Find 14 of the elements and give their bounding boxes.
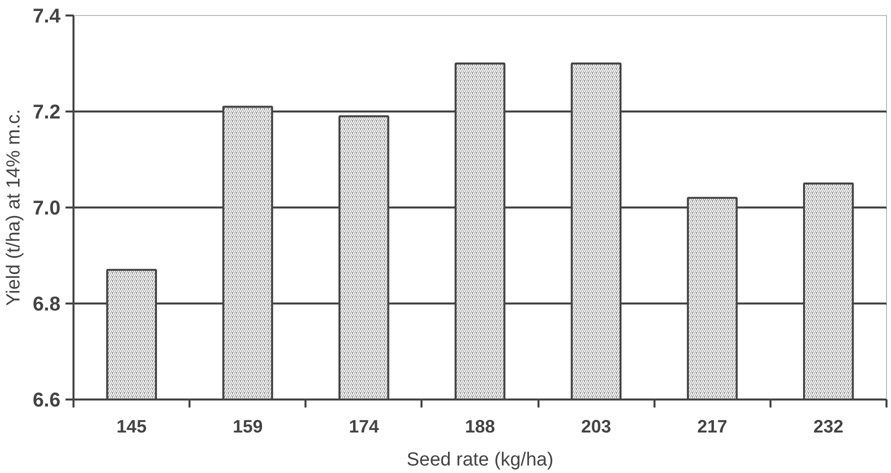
y-axis-title: Yield (t/ha) at 14% m.c.: [4, 109, 25, 306]
y-tick-label: 6.6: [32, 390, 61, 412]
x-tick-label: 159: [232, 416, 263, 436]
x-tick-label: 232: [813, 416, 844, 436]
y-tick-label: 6.8: [32, 294, 61, 316]
x-axis-title: Seed rate (kg/ha): [406, 450, 554, 470]
y-tick-label: 7.2: [32, 102, 61, 124]
y-tick-label: 7.0: [32, 198, 61, 220]
x-tick-label: 188: [464, 416, 496, 436]
y-tick-label: 7.4: [32, 6, 62, 28]
x-tick-label: 145: [116, 416, 147, 436]
x-tick-label: 203: [581, 416, 612, 436]
x-tick-label: 174: [348, 416, 379, 436]
x-tick-label: 217: [697, 416, 728, 436]
